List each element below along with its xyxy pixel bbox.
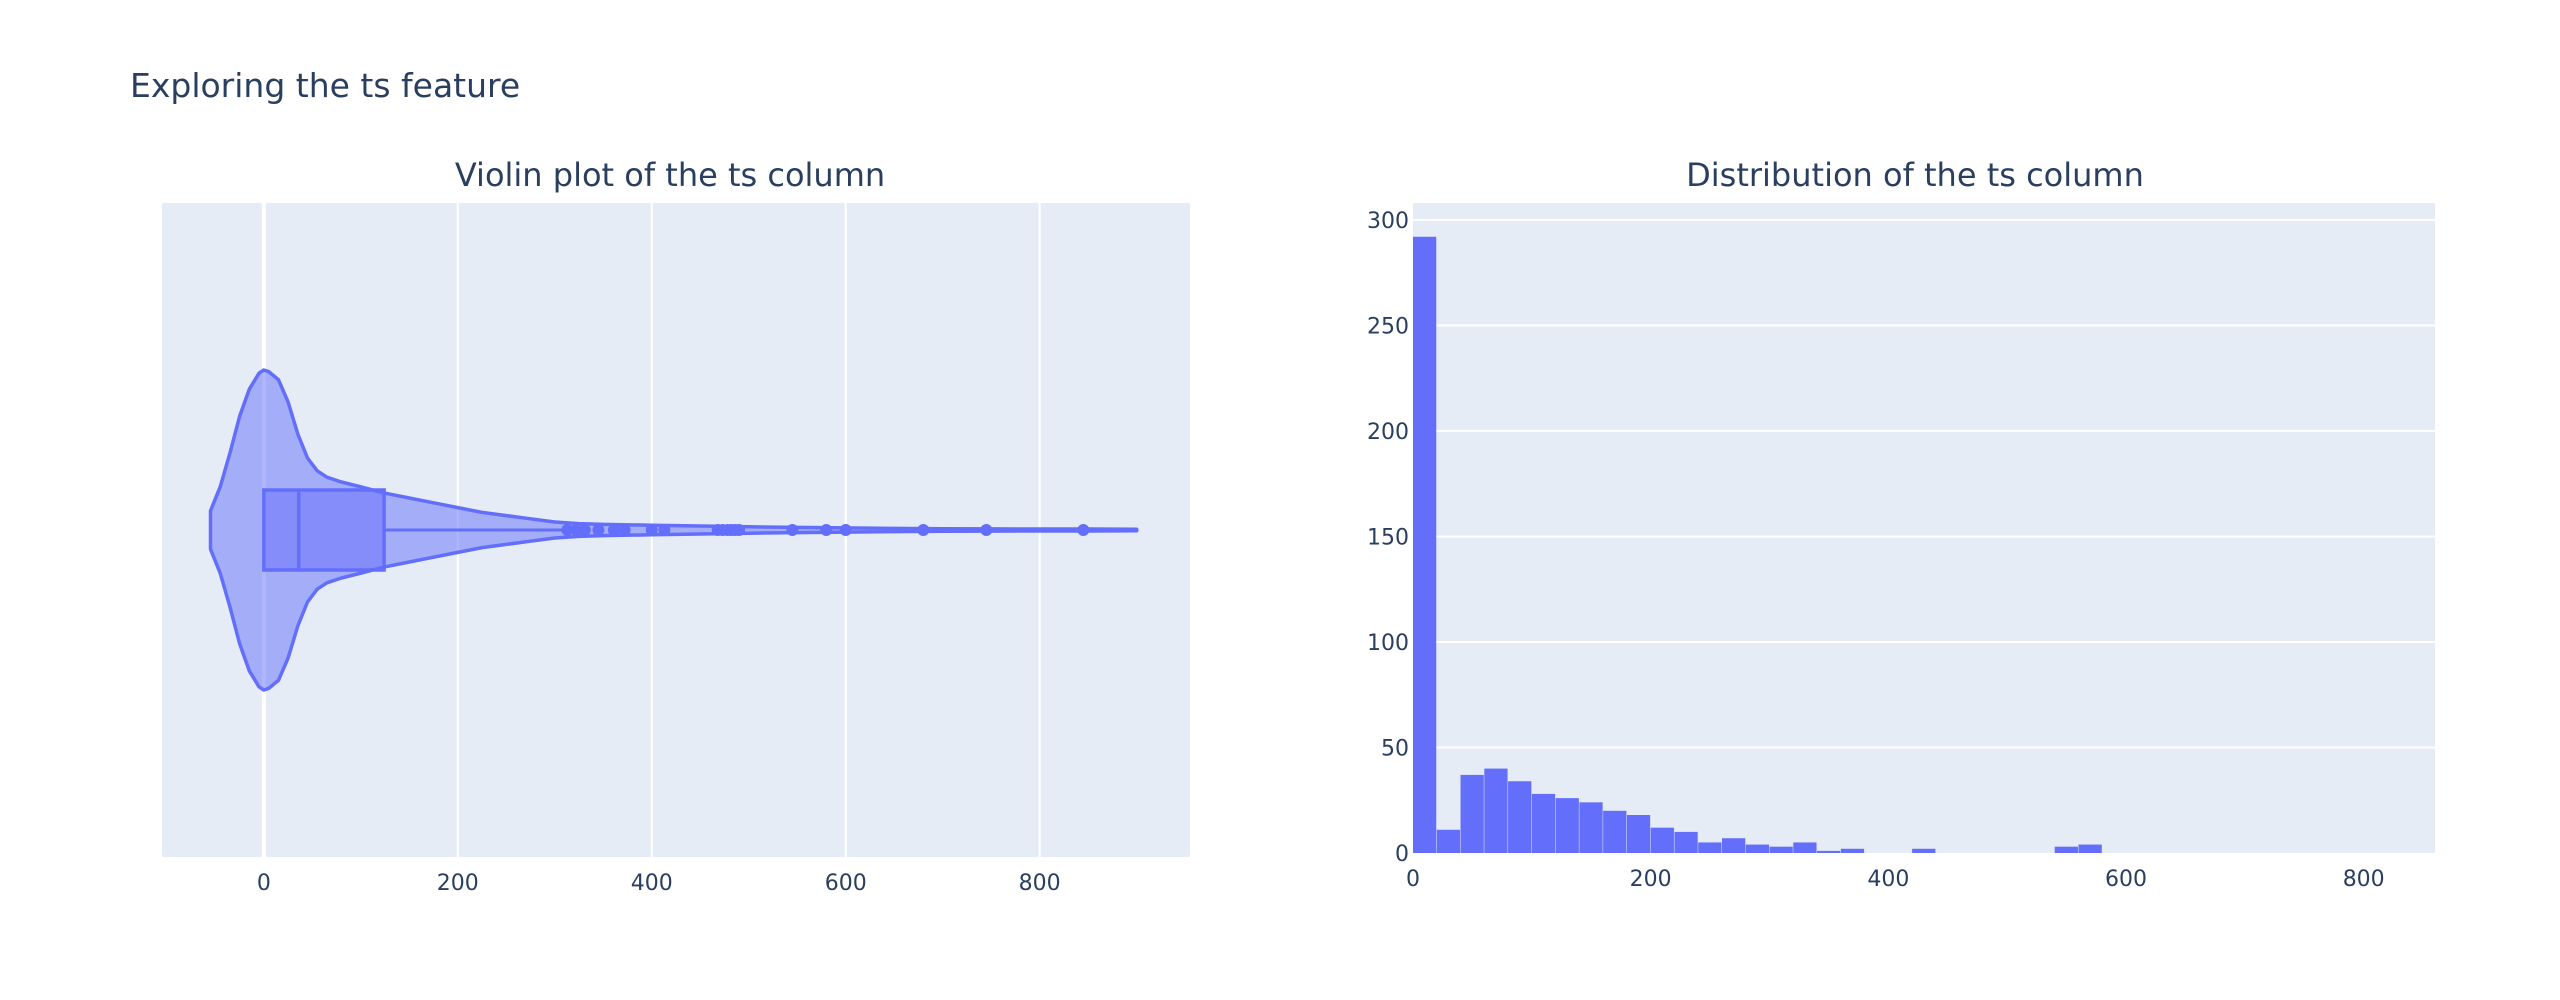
violin-outlier-point: [733, 524, 746, 536]
histogram-bar: [1745, 844, 1770, 853]
histogram-bar: [1769, 846, 1793, 853]
histogram-y-tick-label: 50: [1381, 736, 1409, 761]
histogram-bar: [1840, 848, 1865, 853]
violin-x-tick-label: 400: [631, 871, 673, 896]
histogram-bar: [1626, 815, 1651, 853]
histogram-x-tick-label: 800: [2343, 867, 2385, 892]
violin-outlier-point: [607, 524, 620, 536]
histogram-plot-area: [1413, 203, 2435, 853]
violin-x-tick-label: 800: [1019, 871, 1061, 896]
violin-outlier-point: [786, 524, 799, 536]
violin-outlier-point: [618, 524, 631, 536]
histogram-title: Distribution of the ts column: [1686, 156, 2144, 194]
violin-outlier-point: [658, 524, 671, 536]
histogram-x-tick-label: 0: [1406, 867, 1420, 892]
histogram-y-tick-label: 200: [1367, 420, 1409, 445]
histogram-bar: [1912, 848, 1936, 853]
histogram-bar: [1721, 838, 1746, 853]
histogram-bar: [1698, 842, 1722, 853]
histogram-y-tick-label: 250: [1367, 314, 1409, 339]
violin-x-tick-label: 0: [257, 871, 271, 896]
histogram-bar: [1603, 810, 1627, 853]
histogram-bar: [1650, 827, 1674, 853]
violin-outlier-point: [578, 524, 591, 536]
histogram-x-tick-label: 600: [2105, 867, 2147, 892]
histogram-bar: [1531, 793, 1556, 853]
histogram-bar: [1460, 774, 1484, 853]
violin-outlier-point: [1077, 524, 1090, 536]
violin-panel: 0 200 400 600 800: [162, 203, 1190, 896]
histogram-bar: [2078, 844, 2102, 853]
histogram-x-tick-label: 200: [1630, 867, 1672, 892]
histogram-bar: [1484, 768, 1508, 853]
histogram-bar: [1413, 236, 1437, 853]
violin-shape: [208, 368, 1139, 692]
histogram-y-tick-label: 100: [1367, 631, 1409, 656]
histogram-bar: [1674, 831, 1698, 853]
histogram-bar: [1793, 842, 1817, 853]
histogram-x-tick-label: 400: [1867, 867, 1909, 892]
violin-box: [262, 488, 386, 572]
violin-x-tick-label: 600: [825, 871, 867, 896]
histogram-y-tick-label: 150: [1367, 525, 1409, 550]
histogram-bar: [1508, 781, 1532, 853]
histogram-panel: 0 50 100 150 200 250 300 0 200 400 600 800: [1367, 203, 2435, 892]
violin-outlier-point: [645, 524, 658, 536]
violin-outlier-point: [980, 524, 993, 536]
violin-outlier-point: [917, 524, 930, 536]
violin-x-tick-label: 200: [437, 871, 479, 896]
figure-title: Exploring the ts feature: [130, 66, 521, 105]
violin-plot-title: Violin plot of the ts column: [454, 156, 886, 194]
histogram-y-tick-label: 300: [1367, 209, 1409, 234]
histogram-bar: [1579, 802, 1603, 853]
histogram-y-tick-label: 0: [1395, 842, 1409, 867]
violin-outlier-point: [820, 524, 833, 536]
histogram-bar: [1436, 829, 1461, 853]
histogram-bar: [1817, 850, 1841, 853]
histogram-bar: [1555, 798, 1579, 853]
violin-outlier-point: [839, 524, 852, 536]
histogram-bar: [2054, 846, 2078, 853]
violin-outlier-point: [592, 524, 605, 536]
